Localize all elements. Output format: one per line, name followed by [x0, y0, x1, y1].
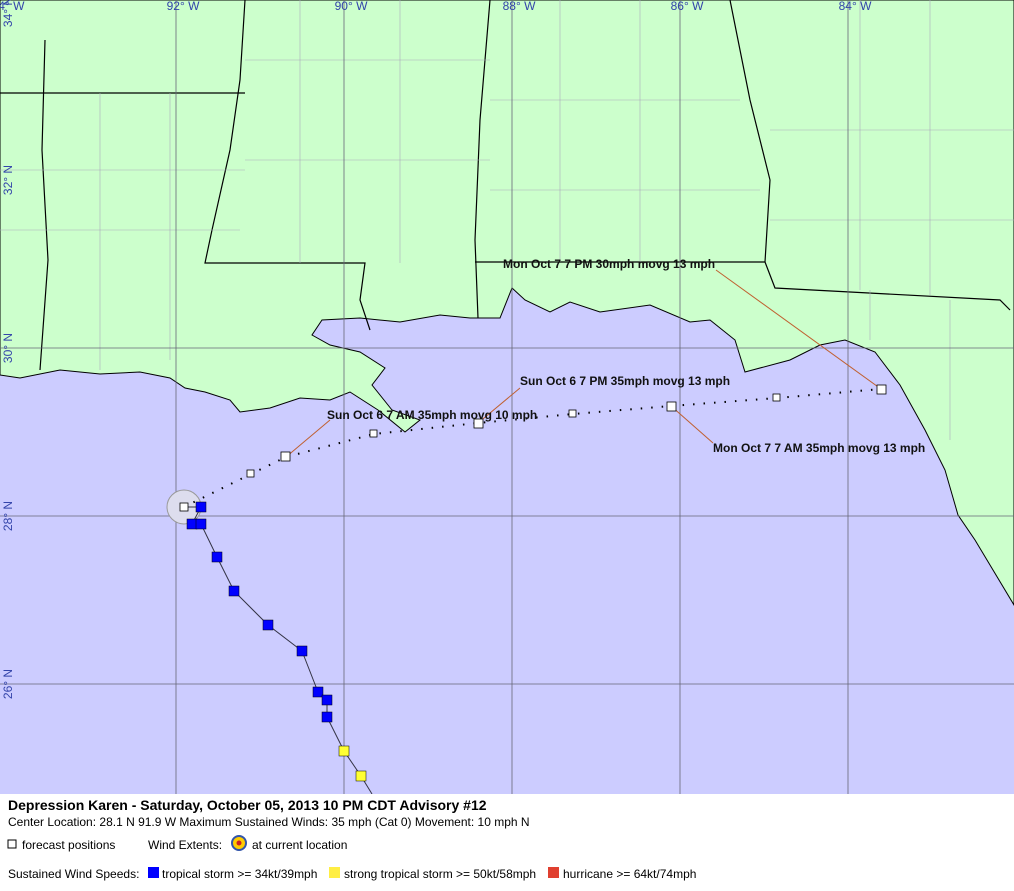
legend-text: hurricane >= 64kt/74mph	[563, 867, 696, 881]
lat-label: 28° N	[1, 501, 15, 531]
forecast-label: Mon Oct 7 7 AM 35mph movg 13 mph	[713, 441, 925, 455]
legend-text: strong tropical storm >= 50kt/58mph	[344, 867, 536, 881]
lon-label: 90° W	[335, 0, 368, 13]
lon-label: 86° W	[671, 0, 704, 13]
legend-text: Sustained Wind Speeds:	[8, 867, 139, 881]
legend-text: Wind Extents:	[148, 838, 222, 852]
lon-label: 94° W	[0, 0, 25, 13]
lat-label: 34° N	[1, 0, 15, 27]
legend-text: forecast positions	[22, 838, 115, 852]
lat-label: 30° N	[1, 333, 15, 363]
forecast-label: Mon Oct 7 7 PM 30mph movg 13 mph	[503, 257, 715, 271]
lon-labels: 94° W 92° W 90° W 88° W 86° W 84° W	[0, 0, 872, 13]
lat-label: 32° N	[1, 165, 15, 195]
lat-label: 26° N	[1, 669, 15, 699]
legend-icon	[548, 867, 559, 878]
lon-label: 84° W	[839, 0, 872, 13]
county-borders	[0, 0, 1014, 440]
legend-title: Depression Karen - Saturday, October 05,…	[8, 797, 487, 813]
legend-text: tropical storm >= 34kt/39mph	[162, 867, 317, 881]
graticule	[0, 0, 1014, 794]
state-borders	[0, 0, 1011, 371]
legend-details: Center Location: 28.1 N 91.9 W Maximum S…	[8, 815, 530, 829]
forecast-label: Sun Oct 6 7 AM 35mph movg 10 mph	[327, 408, 537, 422]
legend-icon	[329, 867, 340, 878]
land	[0, 0, 1014, 606]
lon-label: 88° W	[503, 0, 536, 13]
forecast-label: Sun Oct 6 7 PM 35mph movg 13 mph	[520, 374, 730, 388]
lat-labels: 34° N 32° N 30° N 28° N 26° N	[1, 0, 15, 699]
legend-icon	[148, 867, 159, 878]
track-points	[186, 501, 367, 782]
legend-text: at current location	[252, 838, 347, 852]
label-leaders	[285, 269, 882, 458]
legend-icon	[236, 840, 242, 846]
forecast-points	[179, 384, 887, 512]
legend	[0, 794, 1014, 886]
legend-icon	[7, 839, 17, 849]
lon-label: 92° W	[167, 0, 200, 13]
